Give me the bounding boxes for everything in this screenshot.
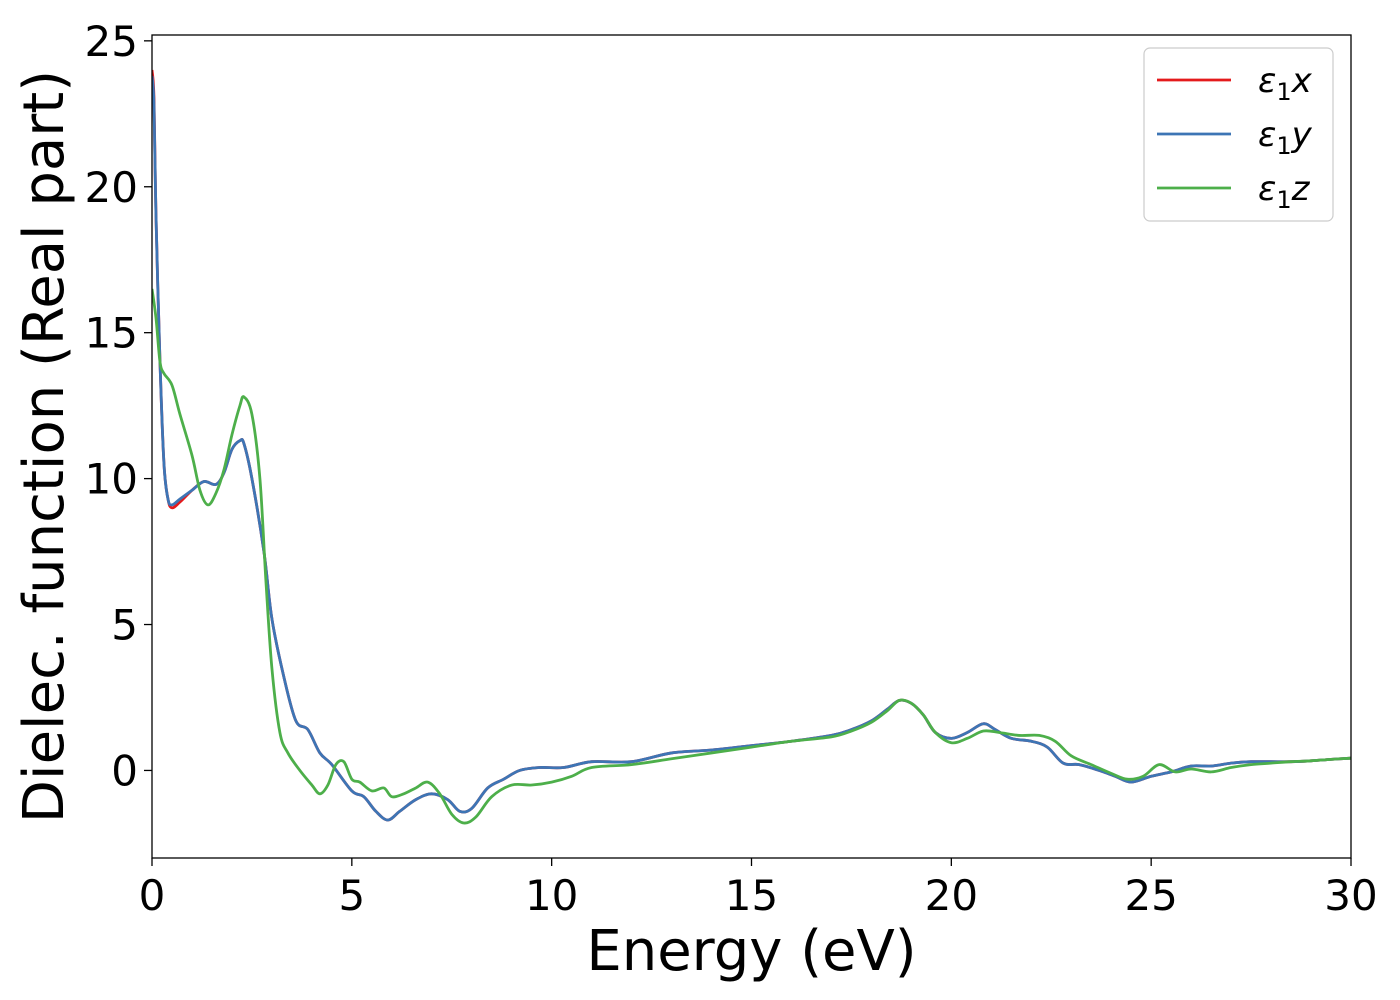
legend-label-z: ε1z [1258,169,1311,214]
y-tick-label: 10 [85,455,138,504]
x-axis-label: Energy (eV) [586,919,916,984]
x-tick-label: 25 [1124,871,1177,920]
series-line-z [152,288,1351,825]
x-tick-label: 10 [525,871,578,920]
x-tick-label: 30 [1324,871,1377,920]
legend: ε1x ε1y ε1z [1143,47,1334,222]
y-tick-label: 0 [111,746,138,795]
y-axis: 0 5 10 15 20 25 [85,17,152,795]
legend-label-y: ε1y [1258,115,1313,160]
legend-box [1143,47,1334,222]
y-tick-label: 15 [85,309,138,358]
x-tick-label: 5 [338,871,365,920]
y-axis-label: Dielec. function (Real part) [12,70,77,823]
x-axis: 0 5 10 15 20 25 30 [139,858,1378,920]
x-tick-label: 15 [725,871,778,920]
legend-label-x: ε1x [1258,61,1313,106]
series-line-y [152,75,1351,822]
y-tick-label: 20 [85,163,138,212]
series-layer [152,69,1351,825]
y-tick-label: 25 [85,17,138,66]
y-tick-label: 5 [111,601,138,650]
x-tick-label: 0 [139,871,166,920]
x-tick-label: 20 [925,871,978,920]
